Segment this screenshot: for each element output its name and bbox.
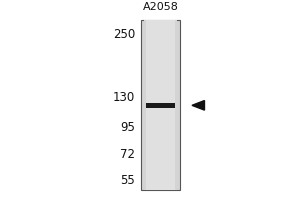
Text: 130: 130 bbox=[113, 91, 135, 104]
Bar bbox=[144, 20, 146, 190]
Text: 55: 55 bbox=[120, 174, 135, 187]
Bar bbox=[146, 103, 175, 108]
Text: 95: 95 bbox=[120, 121, 135, 134]
Bar bbox=[144, 20, 177, 190]
Text: 250: 250 bbox=[113, 28, 135, 41]
Text: A2058: A2058 bbox=[142, 2, 178, 12]
Text: 72: 72 bbox=[120, 148, 135, 161]
Bar bbox=[175, 20, 177, 190]
Bar bbox=[141, 20, 180, 190]
Polygon shape bbox=[192, 101, 205, 110]
